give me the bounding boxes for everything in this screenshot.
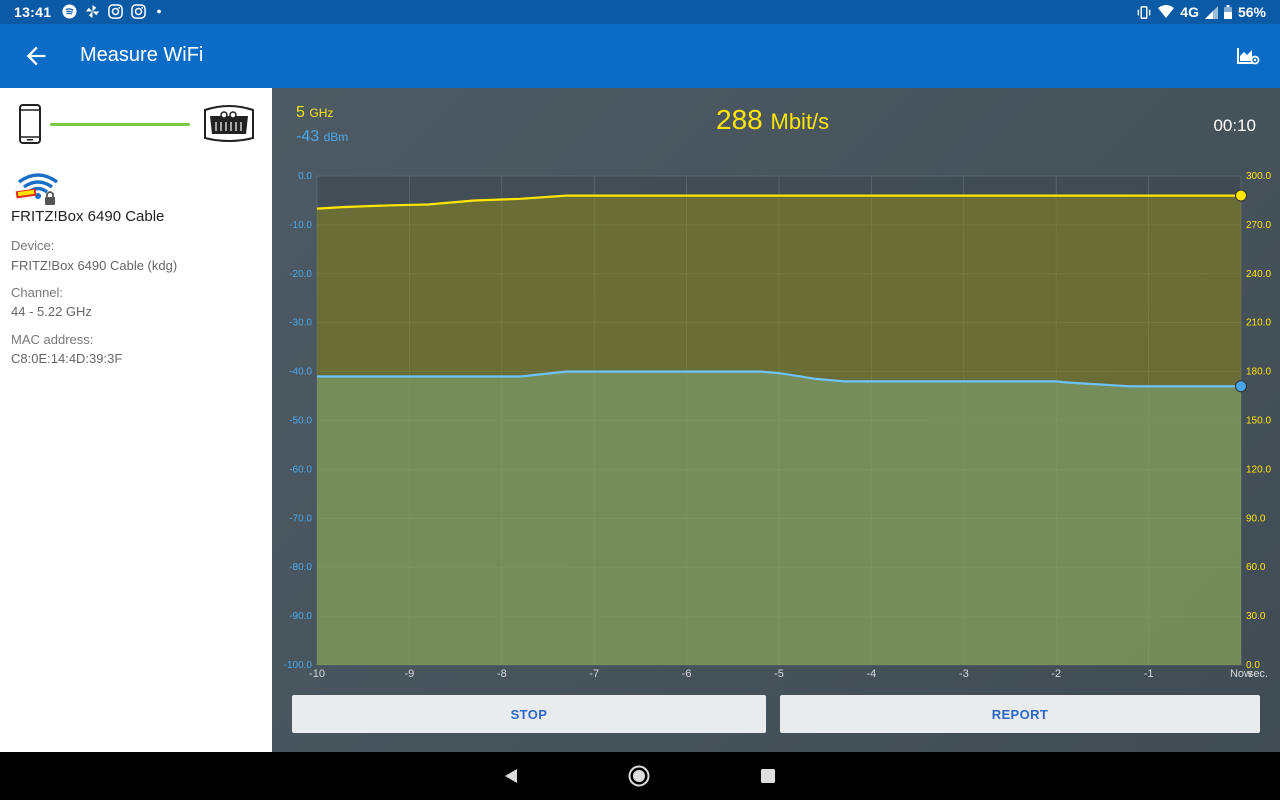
left-axis-tick-label: -20.0: [289, 269, 312, 280]
spotify-icon: [62, 4, 77, 19]
right-axis-tick-label: 180.0: [1246, 367, 1271, 378]
battery-icon: [1223, 5, 1232, 19]
right-axis-tick-label: 240.0: [1246, 269, 1271, 280]
x-axis-tick-label: -8: [497, 668, 507, 680]
right-axis-tick-label: 210.0: [1246, 318, 1271, 329]
clock: 13:41: [14, 4, 52, 20]
x-axis-tick-label: Now: [1230, 668, 1252, 680]
nav-home-icon[interactable]: [628, 765, 650, 787]
left-axis-tick-label: -10.0: [289, 220, 312, 231]
navigation-bar: [0, 752, 1280, 800]
back-arrow-icon[interactable]: [22, 42, 50, 70]
signal-value: -43: [296, 128, 320, 145]
status-bar: 13:41 4G 56%: [0, 0, 1280, 24]
elapsed-timer: 00:10: [1213, 116, 1256, 135]
left-axis-tick-label: -70.0: [289, 513, 312, 524]
signal-latest-point: [1235, 380, 1247, 393]
left-axis-tick-label: -30.0: [289, 318, 312, 329]
throughput-readout: 288 Mbit/s: [716, 104, 829, 136]
right-axis-tick-label: 90.0: [1246, 513, 1266, 524]
page-title: Measure WiFi: [80, 44, 204, 66]
x-axis-tick-label: -10: [309, 668, 325, 680]
wifi-signal-icon: [1158, 5, 1175, 18]
network-ssid: FRITZ!Box 6490 Cable: [11, 208, 165, 225]
signal-series-line: [317, 370, 1241, 388]
speed-value: 288: [716, 104, 763, 135]
left-axis-tick-label: -50.0: [289, 416, 312, 427]
left-axis-tick-label: -100.0: [284, 660, 313, 671]
x-axis-tick-label: -6: [682, 668, 692, 680]
fritz-wifi-lock-icon: [15, 173, 58, 205]
x-axis-tick-label: -1: [1144, 668, 1154, 680]
right-axis-tick-label: 60.0: [1246, 562, 1266, 573]
instagram-icon: [108, 4, 123, 19]
x-axis-tick-label: -7: [589, 668, 599, 680]
chart-settings-icon[interactable]: [1236, 44, 1260, 68]
x-axis-unit-label: sec.: [1248, 668, 1268, 680]
instagram-icon: [131, 4, 146, 19]
right-axis-tick-label: 0.0: [1246, 660, 1260, 671]
speed-unit: Mbit/s: [770, 109, 830, 134]
left-axis-tick-label: -80.0: [289, 562, 312, 573]
smartphone-icon: [19, 104, 41, 144]
mac-value: C8:0E:14:4D:39:3F: [11, 351, 123, 366]
device-label: Device:: [11, 238, 55, 253]
left-axis-tick-label: 0.0: [298, 171, 312, 182]
band-value: 5: [296, 104, 305, 121]
speed-series-line: [316, 194, 1241, 210]
right-axis-tick-label: 300.0: [1246, 171, 1271, 182]
right-axis-tick-label: 150.0: [1246, 416, 1271, 427]
battery-level: 56%: [1237, 4, 1266, 20]
signal-unit: dBm: [323, 130, 349, 144]
notification-icons: [62, 4, 164, 19]
connection-diagram: [16, 102, 260, 146]
right-axis-tick-label: 270.0: [1246, 220, 1271, 231]
right-axis-tick-label: 120.0: [1246, 464, 1271, 475]
pinwheel-icon: [85, 4, 100, 19]
right-axis-tick-label: 30.0: [1246, 611, 1266, 622]
app-bar: Measure WiFi: [0, 24, 1280, 88]
x-axis-tick-label: -2: [1051, 668, 1061, 680]
signal-area-fill: [317, 371, 1241, 665]
connection-link-line: [50, 123, 190, 126]
dot-icon: [157, 9, 161, 14]
signal-speed-chart: 0.0-10.0-20.0-30.0-40.0-50.0-60.0-70.0-8…: [284, 171, 1272, 680]
x-axis-tick-label: -5: [774, 668, 784, 680]
left-axis-tick-label: -90.0: [289, 611, 312, 622]
channel-label: Channel:: [11, 285, 64, 300]
mac-label: MAC address:: [11, 332, 94, 347]
signal-strength: -43 dBm: [296, 128, 348, 146]
frequency-band: 5 GHz: [296, 104, 333, 122]
x-axis-tick-label: -4: [867, 668, 877, 680]
band-unit: GHz: [309, 106, 334, 120]
left-axis-tick-label: -40.0: [289, 367, 312, 378]
channel-value: 44 - 5.22 GHz: [11, 304, 92, 319]
cell-signal-icon: [1204, 5, 1218, 19]
nav-back-icon[interactable]: [503, 768, 519, 784]
stop-button[interactable]: STOP: [292, 695, 766, 733]
measurement-panel: 5 GHz -43 dBm 288 Mbit/s 00:10 0.0 -10.0-…: [272, 88, 1280, 752]
vibrate-icon: [1137, 5, 1151, 19]
left-axis-tick-label: -60.0: [289, 464, 312, 475]
x-axis-tick-label: -3: [959, 668, 969, 680]
device-value: FRITZ!Box 6490 Cable (kdg): [11, 258, 178, 273]
nav-recents-icon[interactable]: [760, 768, 776, 784]
router-icon: [204, 105, 254, 142]
x-axis-tick-label: -9: [405, 668, 415, 680]
network-type: 4G: [1180, 4, 1199, 20]
system-indicators: 4G 56%: [1136, 4, 1266, 20]
network-details-panel: FRITZ!Box 6490 Cable Device: FRITZ!Box 6…: [0, 88, 272, 752]
report-button[interactable]: REPORT: [780, 695, 1260, 733]
speed-latest-point: [1235, 189, 1247, 202]
